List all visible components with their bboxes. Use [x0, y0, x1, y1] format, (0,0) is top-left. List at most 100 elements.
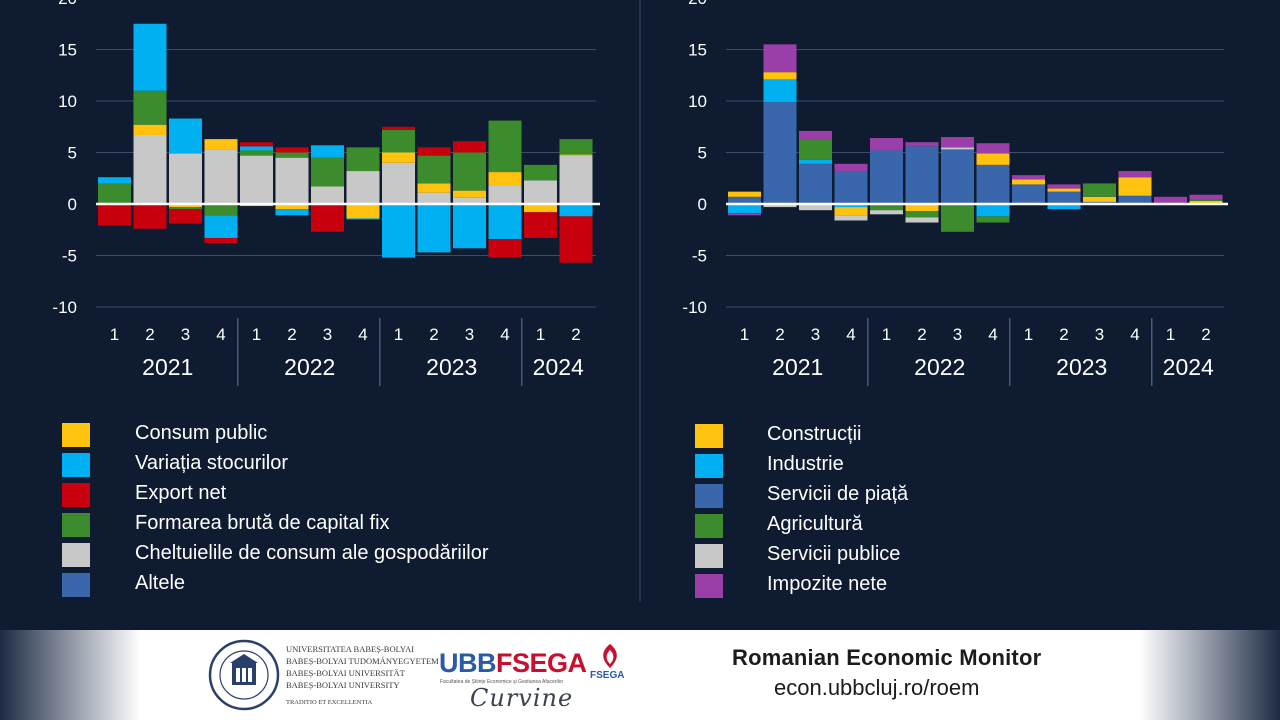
y-tick-label: 0: [698, 195, 707, 214]
bar-segment-stoc: [98, 177, 131, 184]
y-tick-label: 20: [688, 0, 707, 8]
bar-segment-agr: [870, 204, 903, 211]
chart-right-sector-contributions: 20 15 10 5 0 -5 -10 1 2 3 4 1 2 3 4 1 2 3 4 1 2 2021 2022 2023 2…: [682, 0, 1228, 598]
bar-segment-const: [976, 153, 1010, 165]
bar-segment-fbcf: [311, 157, 344, 187]
legend-swatch-ind: [695, 454, 723, 478]
bar-segment-exp: [382, 126, 415, 130]
bar-segment-cons: [382, 152, 415, 163]
bar-segment-exp: [453, 141, 486, 153]
university-logo-group: UNIVERSITATEA BABEȘ-BOLYAI BABEȘ-BOLYAI …: [208, 639, 439, 711]
quarter-tick-label: 2: [145, 325, 154, 344]
bar-segment-gosp: [240, 155, 273, 204]
year-tick-label: 2021: [142, 354, 193, 380]
bar-segment-fbcf: [346, 147, 380, 172]
bar-segment-exp: [133, 204, 167, 229]
bar-segment-stoc: [204, 215, 238, 238]
bar-segment-exp: [417, 147, 451, 156]
bar-segment-imp: [1154, 196, 1187, 203]
quarter-tick-label: 3: [465, 325, 474, 344]
bar-segment-exp: [204, 237, 238, 244]
university-name-en: BABEȘ-BOLYAI UNIVERSITY: [286, 680, 400, 690]
bar-segment-stoc: [559, 204, 593, 217]
y-tick-label: 5: [698, 144, 707, 163]
bar-segment-stoc: [133, 23, 167, 91]
bar-segment-cons: [275, 204, 309, 210]
bar-segment-gosp: [453, 197, 486, 204]
quarter-tick-label: 2: [287, 325, 296, 344]
bar-segment-cons: [453, 190, 486, 198]
year-tick-label: 2021: [772, 354, 823, 380]
quarter-tick-label: 4: [1130, 325, 1139, 344]
quarter-tick-label: 2: [429, 325, 438, 344]
y-tick-label: -10: [682, 298, 707, 317]
bar-segment-serv: [763, 102, 797, 204]
bar-segment-const: [1012, 179, 1045, 185]
quarter-tick-label: 3: [323, 325, 332, 344]
legend-label-imp: Impozite nete: [767, 573, 887, 595]
bar-segment-cons: [524, 204, 557, 213]
y-tick-label: 10: [58, 92, 77, 111]
chart-left-demand-contributions: 20 15 10 5 0 -5 -10 1 2 3 4 1 2 3 4 1 2 3 4 1 2 2021 2022 2023 2…: [52, 0, 600, 597]
bar-segment-imp: [976, 143, 1010, 154]
quarter-tick-label: 4: [358, 325, 367, 344]
quarter-tick-label: 1: [740, 325, 749, 344]
bar-segment-serv: [799, 163, 832, 204]
bar-segment-pub: [941, 147, 974, 150]
bar-segment-pub: [905, 217, 939, 223]
legend-label-const: Construcții: [767, 423, 861, 445]
bar-segment-gosp: [559, 155, 593, 204]
quarter-tick-label: 3: [953, 325, 962, 344]
quarter-tick-label: 2: [1059, 325, 1068, 344]
quarter-tick-label: 1: [394, 325, 403, 344]
legend-swatch-const: [695, 424, 723, 448]
bar-segment-fbcf: [453, 152, 486, 191]
bar-segment-imp: [1047, 184, 1081, 189]
bar-segment-gosp: [382, 162, 415, 204]
bar-segment-exp: [559, 216, 593, 263]
y-tick-label: 0: [68, 195, 77, 214]
bar-segment-pub: [799, 204, 832, 211]
bar-segment-serv: [941, 149, 974, 204]
legend-label-fbcf: Formarea brută de capital fix: [135, 512, 390, 534]
bar-segment-agr: [941, 204, 974, 232]
quarter-tick-label: 4: [846, 325, 855, 344]
bar-segment-const: [763, 72, 797, 80]
bar-segment-ind: [799, 159, 832, 164]
y-tick-label: 5: [68, 144, 77, 163]
y-tick-label: -5: [62, 247, 77, 266]
bar-segment-fbcf: [133, 90, 167, 125]
bar-segment-exp: [240, 142, 273, 147]
bar-segment-serv: [976, 164, 1010, 204]
legend-swatch-gosp: [62, 543, 90, 567]
bar-segment-fbcf: [417, 155, 451, 184]
fsega-logo-fsega: FSEGA: [496, 648, 587, 678]
bar-segment-fbcf: [382, 129, 415, 153]
y-tick-label: -5: [692, 247, 707, 266]
legend-label-pub: Servicii publice: [767, 543, 900, 565]
bar-segment-imp: [941, 137, 974, 148]
bar-segment-exp: [524, 212, 557, 238]
bar-segment-gosp: [275, 157, 309, 204]
quarter-tick-label: 3: [811, 325, 820, 344]
bar-segment-fbcf: [275, 152, 309, 158]
bar-segment-imp: [799, 130, 832, 140]
bar-segment-fbcf: [169, 207, 202, 210]
bar-segment-cons: [169, 204, 202, 208]
bar-segment-gosp: [346, 171, 380, 204]
legend-swatch-fbcf: [62, 513, 90, 537]
bar-segment-stoc: [240, 146, 273, 151]
bar-segment-cons: [488, 172, 522, 186]
legend-label-serv: Servicii de piață: [767, 483, 909, 505]
bar-segment-imp: [834, 163, 868, 172]
bar-segment-const: [905, 204, 939, 212]
bar-segment-imp: [1118, 171, 1152, 178]
legend-swatch-serv: [695, 484, 723, 508]
bar-segment-gosp: [311, 186, 344, 204]
bar-segment-pub: [763, 204, 797, 208]
bar-segment-const: [1118, 177, 1152, 196]
faculty-tagline: Facultatea de Științe Economice și Gesti…: [440, 679, 564, 685]
monitor-url[interactable]: econ.ubbcluj.ro/roem: [774, 675, 980, 700]
bar-segment-cons: [133, 124, 167, 135]
bar-segment-stoc: [382, 204, 415, 258]
